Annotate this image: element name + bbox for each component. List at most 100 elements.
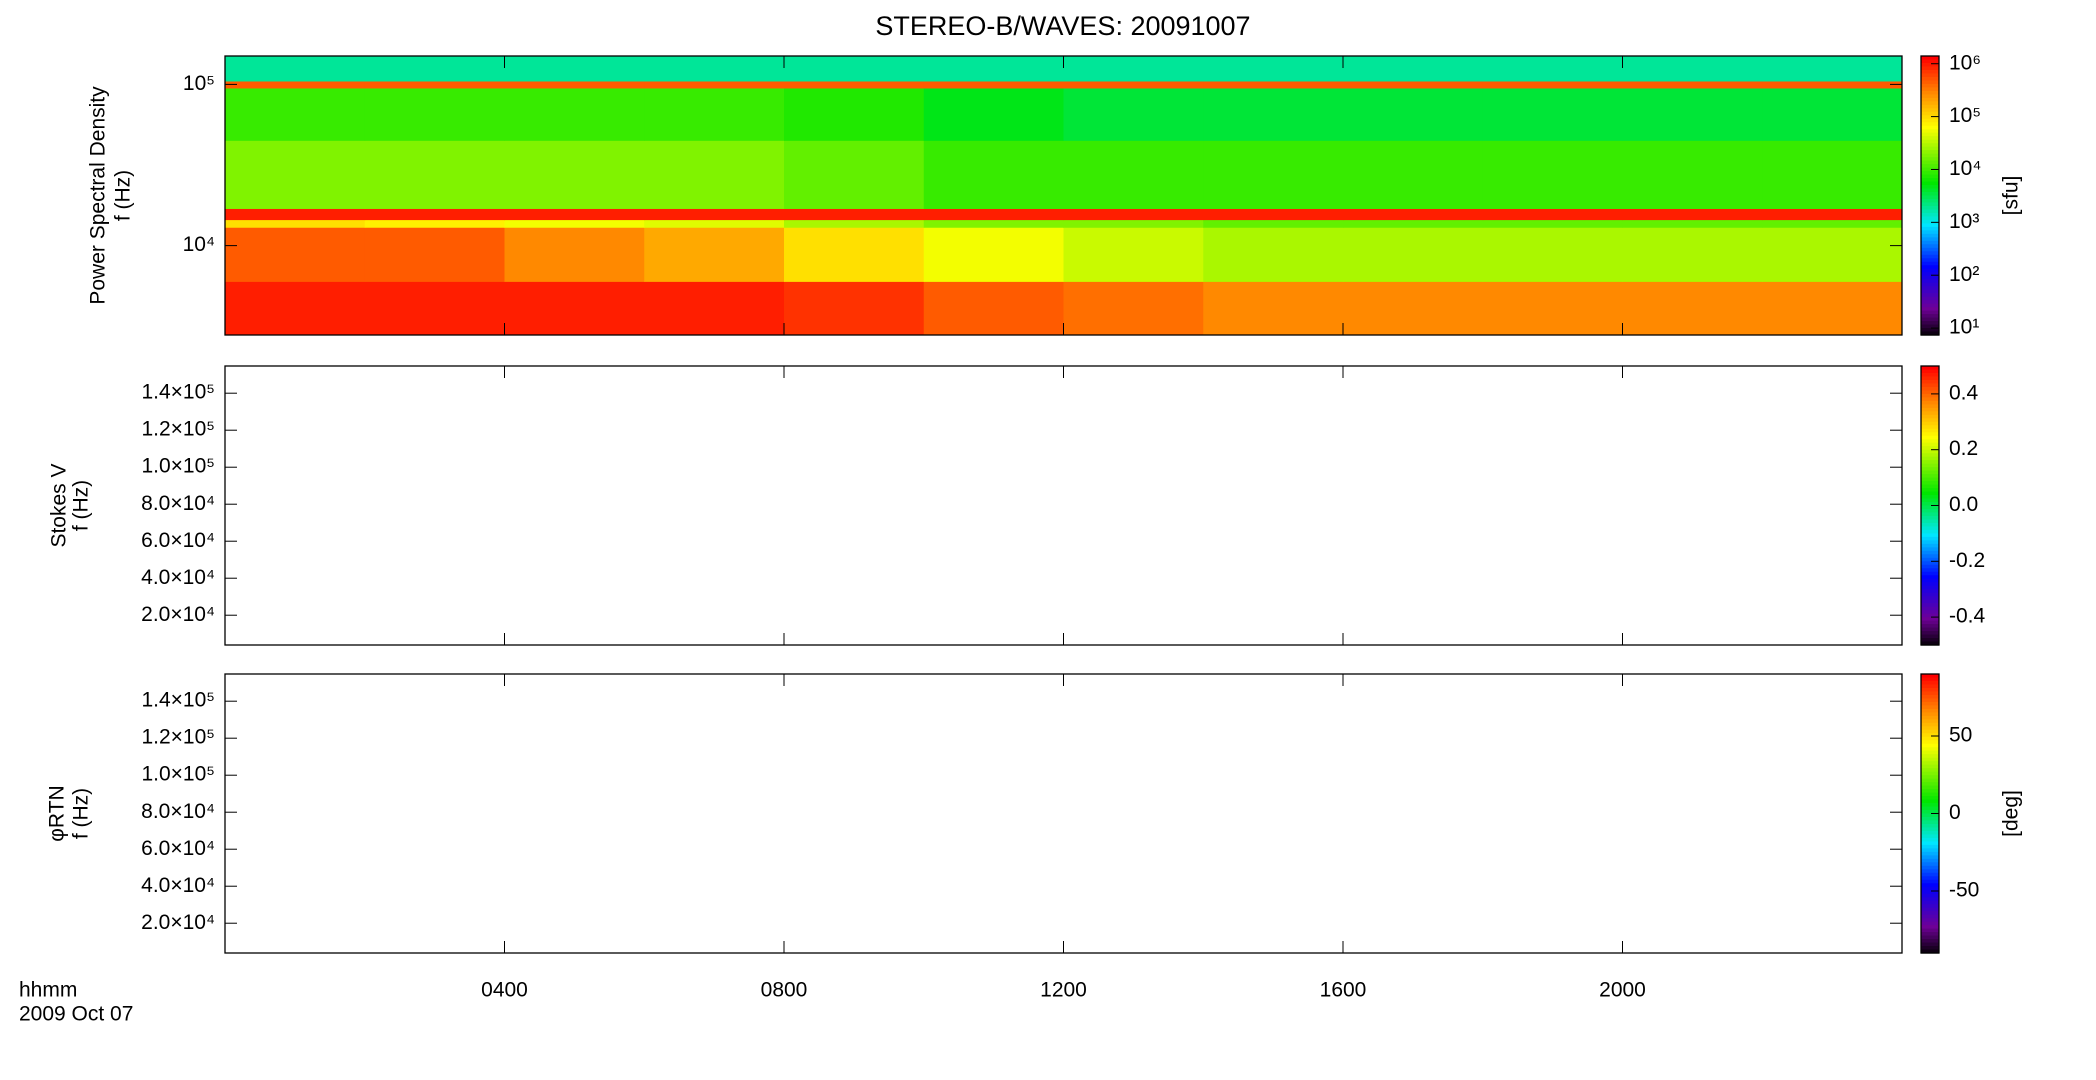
heatmap-cell — [644, 140, 785, 209]
x-tick-label: 1600 — [1320, 979, 1367, 1002]
heatmap-cell — [364, 140, 505, 209]
colorbar-slice — [1921, 928, 1939, 933]
colorbar-slice — [1921, 198, 1939, 204]
colorbar-slice — [1921, 397, 1939, 402]
y-tick-label: 1.0×10⁵ — [141, 455, 215, 478]
heatmap-cell — [504, 208, 645, 221]
colorbar-slice — [1921, 705, 1939, 710]
colorbar-slice — [1921, 526, 1939, 531]
y-axis-label: f (Hz) — [112, 170, 135, 221]
colorbar-slice — [1921, 550, 1939, 555]
colorbar-slice — [1921, 547, 1939, 552]
colorbar-slice — [1921, 439, 1939, 444]
colorbar-slice — [1921, 799, 1939, 804]
colorbar-slice — [1921, 247, 1939, 252]
heatmap-cell — [923, 56, 1064, 82]
colorbar-slice — [1921, 286, 1939, 291]
colorbar-tick-label: 10¹ — [1949, 316, 1979, 339]
colorbar-slice — [1921, 620, 1939, 625]
heatmap-cell — [504, 80, 645, 89]
colorbar-slice — [1921, 939, 1939, 944]
colorbar-slice — [1921, 914, 1939, 919]
colorbar-slice — [1921, 687, 1939, 693]
colorbar-slice — [1921, 890, 1939, 895]
colorbar-slice — [1921, 90, 1939, 95]
colorbar-slice — [1921, 641, 1939, 646]
heatmap-cell — [1343, 87, 1484, 141]
colorbar-slice — [1921, 181, 1939, 186]
colorbar-tick-label: 10² — [1949, 263, 1979, 286]
colorbar-slice — [1921, 564, 1939, 569]
colorbar-slice — [1921, 94, 1939, 99]
colorbar-slice — [1921, 66, 1939, 71]
colorbar-tick-label: 10³ — [1949, 210, 1979, 233]
colorbar-slice — [1921, 750, 1939, 755]
heatmap-cell — [1622, 281, 1763, 336]
colorbar-slice — [1921, 233, 1939, 238]
heatmap-cell — [1343, 140, 1484, 209]
colorbar-slice — [1921, 97, 1939, 102]
colorbar-slice — [1921, 775, 1939, 780]
y-tick-label: 1.4×10⁵ — [141, 689, 215, 712]
colorbar-slice — [1921, 792, 1939, 797]
heatmap-cell — [1622, 80, 1763, 89]
colorbar-slice — [1921, 589, 1939, 594]
colorbar-slice — [1921, 848, 1939, 853]
heatmap-cell — [364, 87, 505, 141]
heatmap-cell — [1762, 219, 1903, 228]
x-axis-label: 2009 Oct 07 — [19, 1003, 133, 1026]
heatmap-cell — [225, 227, 366, 282]
heatmap-cell — [1343, 208, 1484, 221]
heatmap-cell — [225, 80, 366, 89]
heatmap-cell — [1343, 227, 1484, 282]
heatmap-cell — [923, 80, 1064, 89]
colorbar-slice — [1921, 932, 1939, 937]
colorbar-slice — [1921, 185, 1939, 190]
colorbar-slice — [1921, 111, 1939, 116]
heatmap-cell — [1063, 219, 1204, 228]
colorbar-slice — [1921, 747, 1939, 752]
colorbar-slice — [1921, 883, 1939, 888]
colorbar-slice — [1921, 617, 1939, 622]
colorbar-slice — [1921, 505, 1939, 510]
heatmap-cell — [644, 208, 785, 221]
colorbar-slice — [1921, 543, 1939, 548]
heatmap-cell — [923, 227, 1064, 282]
colorbar-tick-label: -0.4 — [1949, 605, 1986, 628]
heatmap-cell — [923, 87, 1064, 141]
x-axis-label: hhmm — [19, 979, 77, 1002]
colorbar-slice — [1921, 841, 1939, 846]
colorbar-slice — [1921, 379, 1939, 385]
y-axis-label: Stokes V — [48, 463, 71, 547]
colorbar-slice — [1921, 638, 1939, 643]
colorbar-slice — [1921, 719, 1939, 724]
heatmap-cell — [504, 56, 645, 82]
y-tick-label: 1.0×10⁵ — [141, 763, 215, 786]
y-tick-label: 1.4×10⁵ — [141, 381, 215, 404]
heatmap-cell — [784, 87, 925, 141]
x-tick-label: 0400 — [481, 979, 528, 1002]
colorbar-slice — [1921, 599, 1939, 604]
colorbar-slice — [1921, 167, 1939, 172]
heatmap-cell — [364, 80, 505, 89]
colorbar-slice — [1921, 122, 1939, 127]
heatmap-cell — [1203, 87, 1344, 141]
colorbar-slice — [1921, 265, 1939, 270]
colorbar-slice — [1921, 164, 1939, 169]
y-tick-label: 2.0×10⁴ — [141, 603, 215, 626]
colorbar-slice — [1921, 421, 1939, 426]
heatmap-cell — [1203, 208, 1344, 221]
colorbar-slice — [1921, 789, 1939, 794]
colorbar-slice — [1921, 557, 1939, 562]
colorbar-slice — [1921, 268, 1939, 273]
colorbar-slice — [1921, 677, 1939, 682]
colorbar-slice — [1921, 317, 1939, 322]
colorbar-slice — [1921, 785, 1939, 790]
colorbar-slice — [1921, 390, 1939, 395]
colorbar-slice — [1921, 554, 1939, 559]
heatmap-cell — [1762, 56, 1903, 82]
colorbar-slice — [1921, 761, 1939, 766]
heatmap-cell — [644, 227, 785, 282]
heatmap-cell — [1203, 227, 1344, 282]
